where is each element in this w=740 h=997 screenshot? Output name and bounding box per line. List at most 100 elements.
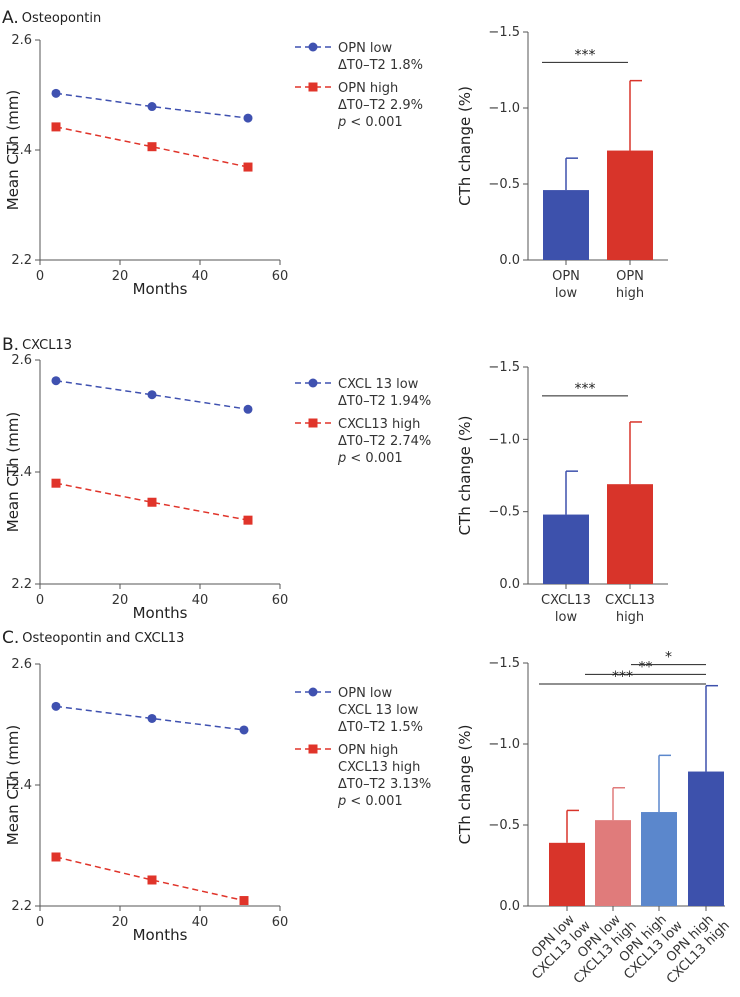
series-line-0 — [55, 92, 249, 119]
legend-label: CXCL13 high — [338, 760, 420, 775]
line-chart-a: 2.2 2.4 2.6 0 20 40 60 Months Mean CTh (mm) OPN l… — [4, 33, 423, 298]
y-tick-label: −1.0 — [488, 101, 520, 116]
x-tick-label: 0 — [36, 593, 44, 608]
legend-label: ΔT0–T2 1.5% — [338, 720, 423, 735]
bar — [595, 820, 631, 906]
p-value-text: < 0.001 — [346, 794, 402, 809]
p-value: p < 0.001 — [337, 794, 403, 809]
y-tick-label: 2.6 — [11, 657, 32, 672]
line-chart-b: 2.2 2.4 2.6 0 20 40 60 Months Mean CTh (mm) CXCL … — [4, 353, 431, 622]
p-value-text: < 0.001 — [346, 115, 402, 130]
y-tick-label: 2.4 — [11, 143, 32, 158]
y-axis-label: Mean CTh (mm) — [4, 90, 22, 210]
legend-label: ΔT0–T2 1.94% — [338, 394, 431, 409]
y-axis-label: CTh change (%) — [456, 86, 474, 206]
category-label: CXCL13 — [605, 593, 655, 608]
x-axis-label: Months — [133, 280, 188, 298]
data-point-circle — [147, 713, 157, 723]
data-point-circle — [147, 102, 157, 112]
legend-marker-circle — [308, 687, 318, 697]
panel-header-c: C. Osteopontin and CXCL13 — [2, 628, 184, 648]
y-tick-label: 2.4 — [11, 465, 32, 480]
p-value-symbol: p — [337, 794, 346, 809]
data-point-circle — [51, 701, 61, 711]
category-label: high — [616, 610, 644, 625]
y-tick-label: 2.2 — [11, 577, 32, 592]
category-label: low — [555, 610, 578, 625]
legend-label: CXCL13 high — [338, 417, 420, 432]
p-value-symbol: p — [337, 451, 346, 466]
data-point-circle — [243, 404, 253, 414]
x-tick-label: 20 — [112, 269, 129, 284]
significance-label: *** — [612, 669, 633, 685]
data-point-square — [243, 515, 253, 525]
data-point-square — [51, 852, 61, 862]
y-tick-label: 2.6 — [11, 33, 32, 48]
p-value-text: < 0.001 — [346, 451, 402, 466]
legend-marker-square — [308, 744, 318, 754]
series-line-1 — [55, 126, 249, 168]
category-label: OPN — [616, 269, 644, 284]
y-tick-label: 0.0 — [499, 253, 520, 268]
y-tick-label: −1.5 — [488, 656, 520, 671]
x-tick-label: 40 — [192, 269, 209, 284]
x-tick-label: 0 — [36, 915, 44, 930]
p-value: p < 0.001 — [337, 451, 403, 466]
x-tick-label: 60 — [272, 915, 289, 930]
panel-letter: C. — [2, 628, 19, 648]
x-tick-label: 40 — [192, 593, 209, 608]
data-point-circle — [147, 390, 157, 400]
y-tick-label: −1.5 — [488, 25, 520, 40]
significance-label: ** — [639, 659, 653, 675]
y-tick-label: 0.0 — [499, 577, 520, 592]
y-tick-label: −0.5 — [488, 177, 520, 192]
panel-title: Osteopontin — [22, 11, 101, 26]
bar — [641, 812, 677, 906]
y-axis-label: CTh change (%) — [456, 725, 474, 845]
panel-header-a: A. Osteopontin — [2, 8, 101, 28]
data-point-circle — [51, 88, 61, 98]
series-line-0 — [55, 705, 245, 731]
bar-chart-a: 0.0 −0.5 −1.0 −1.5 CTh change (%) OPN low OPN hi… — [456, 25, 668, 301]
legend-label: ΔT0–T2 2.74% — [338, 434, 431, 449]
line-chart-c: 2.2 2.4 2.6 0 20 40 60 Months Mean CTh (mm) OPN l… — [4, 657, 431, 944]
data-point-square — [147, 875, 157, 885]
panel-letter: B. — [2, 335, 19, 355]
x-axis-label: Months — [133, 604, 188, 622]
bar — [607, 484, 653, 584]
y-tick-label: 0.0 — [499, 899, 520, 914]
y-tick-label: −1.5 — [488, 360, 520, 375]
p-value-symbol: p — [337, 115, 346, 130]
p-value: p < 0.001 — [337, 115, 403, 130]
y-tick-label: 2.6 — [11, 353, 32, 368]
significance-label: *** — [575, 47, 596, 63]
legend-label: OPN low — [338, 686, 392, 701]
x-tick-label: 20 — [112, 915, 129, 930]
data-point-square — [243, 162, 253, 172]
x-tick-label: 40 — [192, 915, 209, 930]
legend-marker-circle — [308, 42, 318, 52]
y-tick-label: 2.4 — [11, 778, 32, 793]
significance-label: *** — [575, 381, 596, 397]
x-tick-label: 20 — [112, 593, 129, 608]
data-point-square — [147, 497, 157, 507]
legend-label: OPN high — [338, 743, 398, 758]
legend-label: CXCL 13 low — [338, 703, 419, 718]
bar — [543, 514, 589, 584]
legend-label: ΔT0–T2 2.9% — [338, 98, 423, 113]
data-point-circle — [51, 376, 61, 386]
legend-label: OPN high — [338, 81, 398, 96]
category-label: CXCL13 — [541, 593, 591, 608]
y-axis-label: CTh change (%) — [456, 416, 474, 536]
category-label: high — [616, 286, 644, 301]
panel-letter: A. — [2, 8, 19, 28]
x-tick-label: 60 — [272, 593, 289, 608]
bar — [549, 842, 585, 906]
panel-header-b: B. CXCL13 — [2, 335, 72, 355]
legend-label: CXCL 13 low — [338, 377, 419, 392]
bar — [688, 771, 724, 906]
legend-label: ΔT0–T2 1.8% — [338, 58, 423, 73]
x-axis-label: Months — [133, 926, 188, 944]
series-line-0 — [55, 379, 249, 411]
